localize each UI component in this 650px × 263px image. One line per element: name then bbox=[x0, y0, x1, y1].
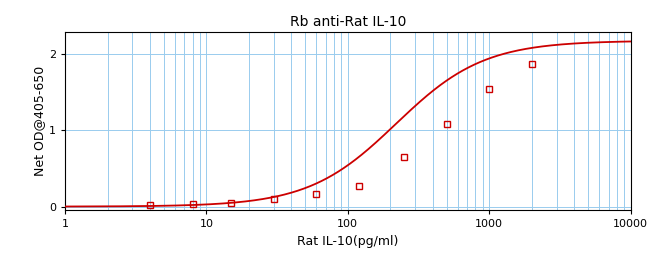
Title: Rb anti-Rat IL-10: Rb anti-Rat IL-10 bbox=[289, 15, 406, 29]
Y-axis label: Net OD@405-650: Net OD@405-650 bbox=[33, 66, 46, 176]
X-axis label: Rat IL-10(pg/ml): Rat IL-10(pg/ml) bbox=[297, 235, 398, 248]
